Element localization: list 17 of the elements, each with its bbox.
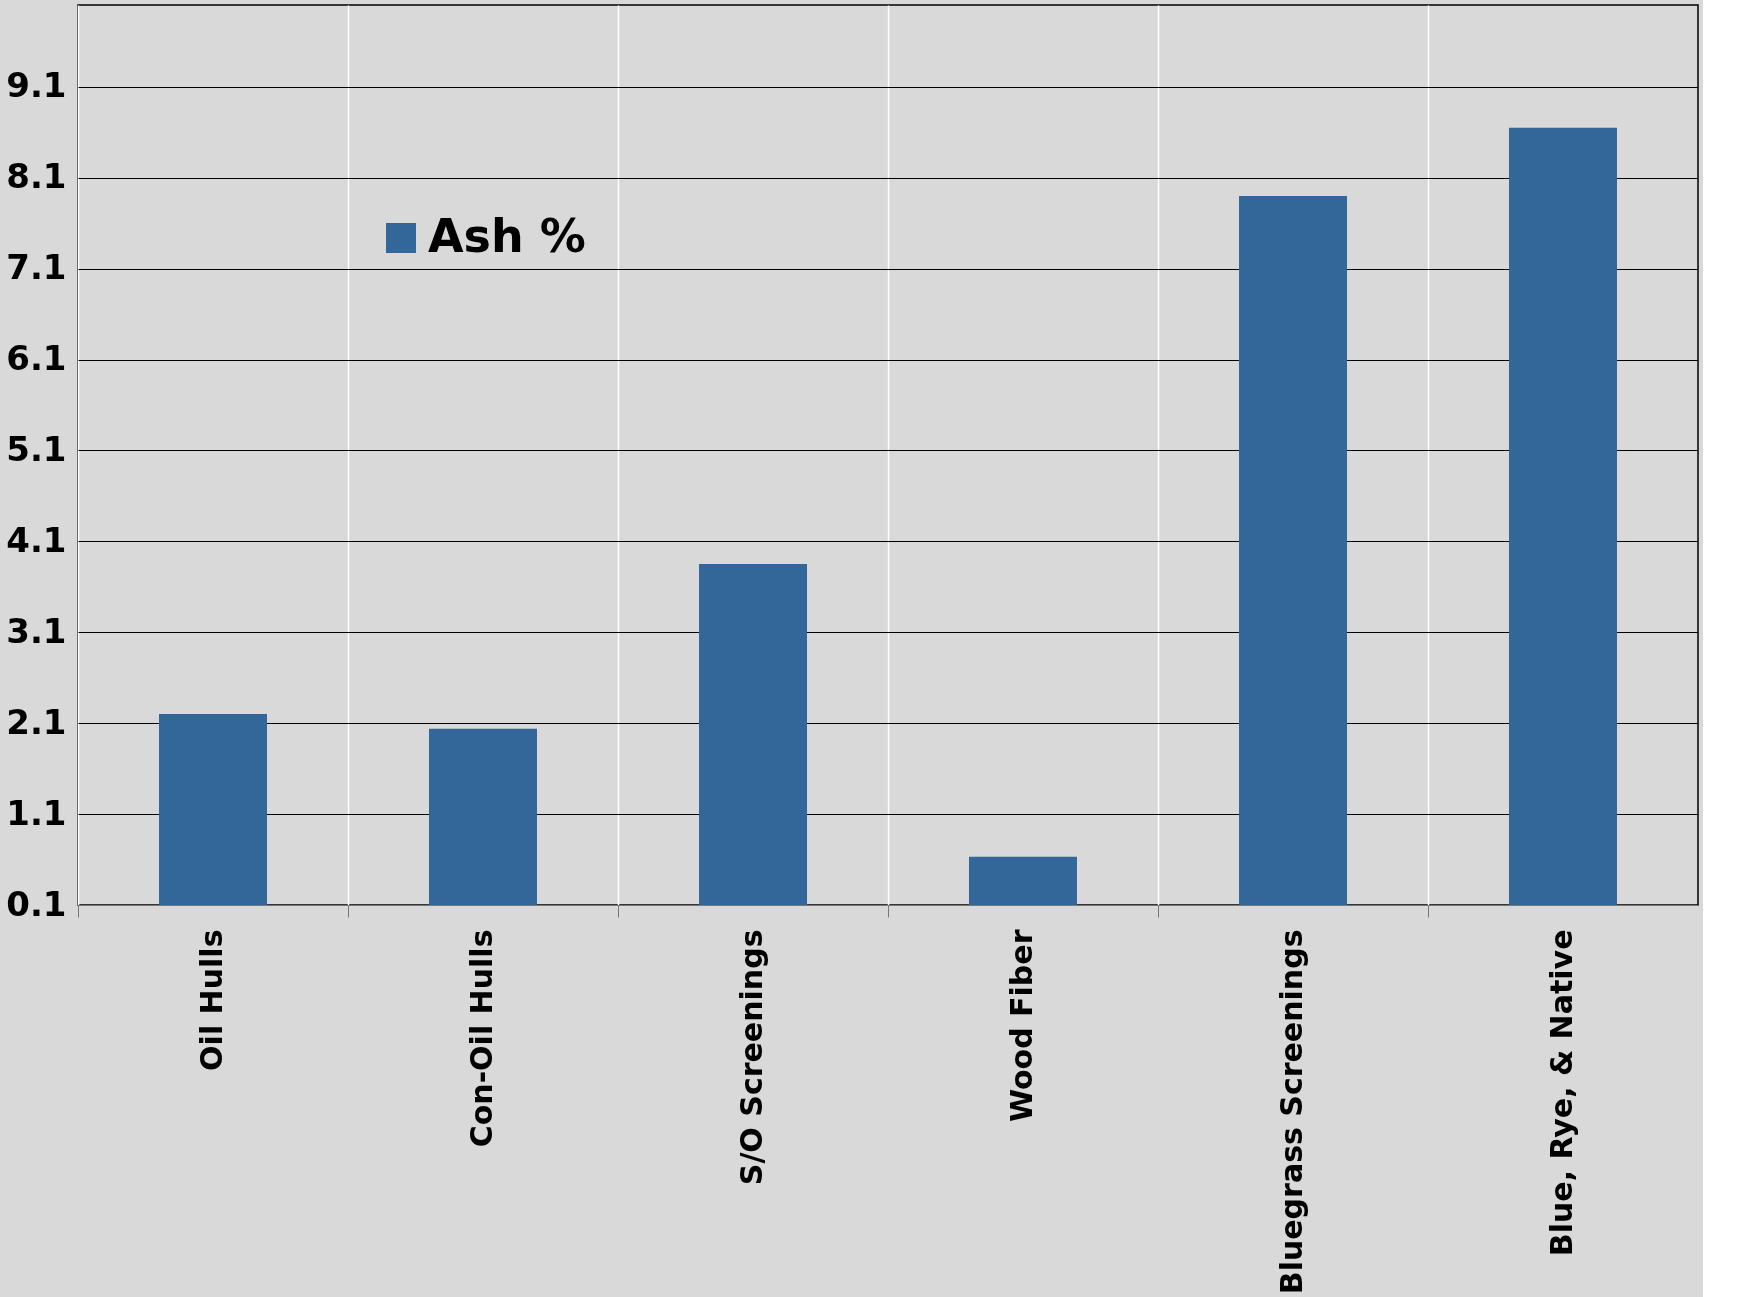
y-tick-label: 1.1	[6, 792, 67, 833]
x-tick-label: Oil Hulls	[194, 929, 229, 1071]
legend-label: Ash %	[428, 209, 586, 263]
y-tick-label: 2.1	[6, 701, 67, 742]
x-tick-label: Wood Fiber	[1004, 929, 1039, 1123]
y-tick-label: 8.1	[6, 156, 67, 197]
y-tick-label: 6.1	[6, 338, 67, 379]
x-tick-label: Con-Oil Hulls	[464, 929, 499, 1148]
y-tick-label: 7.1	[6, 247, 67, 288]
y-tick-label: 3.1	[6, 610, 67, 651]
y-tick-label: 9.1	[6, 65, 67, 106]
y-tick-label: 5.1	[6, 428, 67, 469]
y-tick-label: 0.1	[6, 883, 67, 924]
x-tick-label: Bluegrass Screenings	[1274, 929, 1309, 1295]
y-tick-label: 4.1	[6, 519, 67, 560]
x-tick-label: Blue, Rye, & Native	[1544, 929, 1579, 1257]
x-tick-label: S/O Screenings	[734, 929, 769, 1186]
